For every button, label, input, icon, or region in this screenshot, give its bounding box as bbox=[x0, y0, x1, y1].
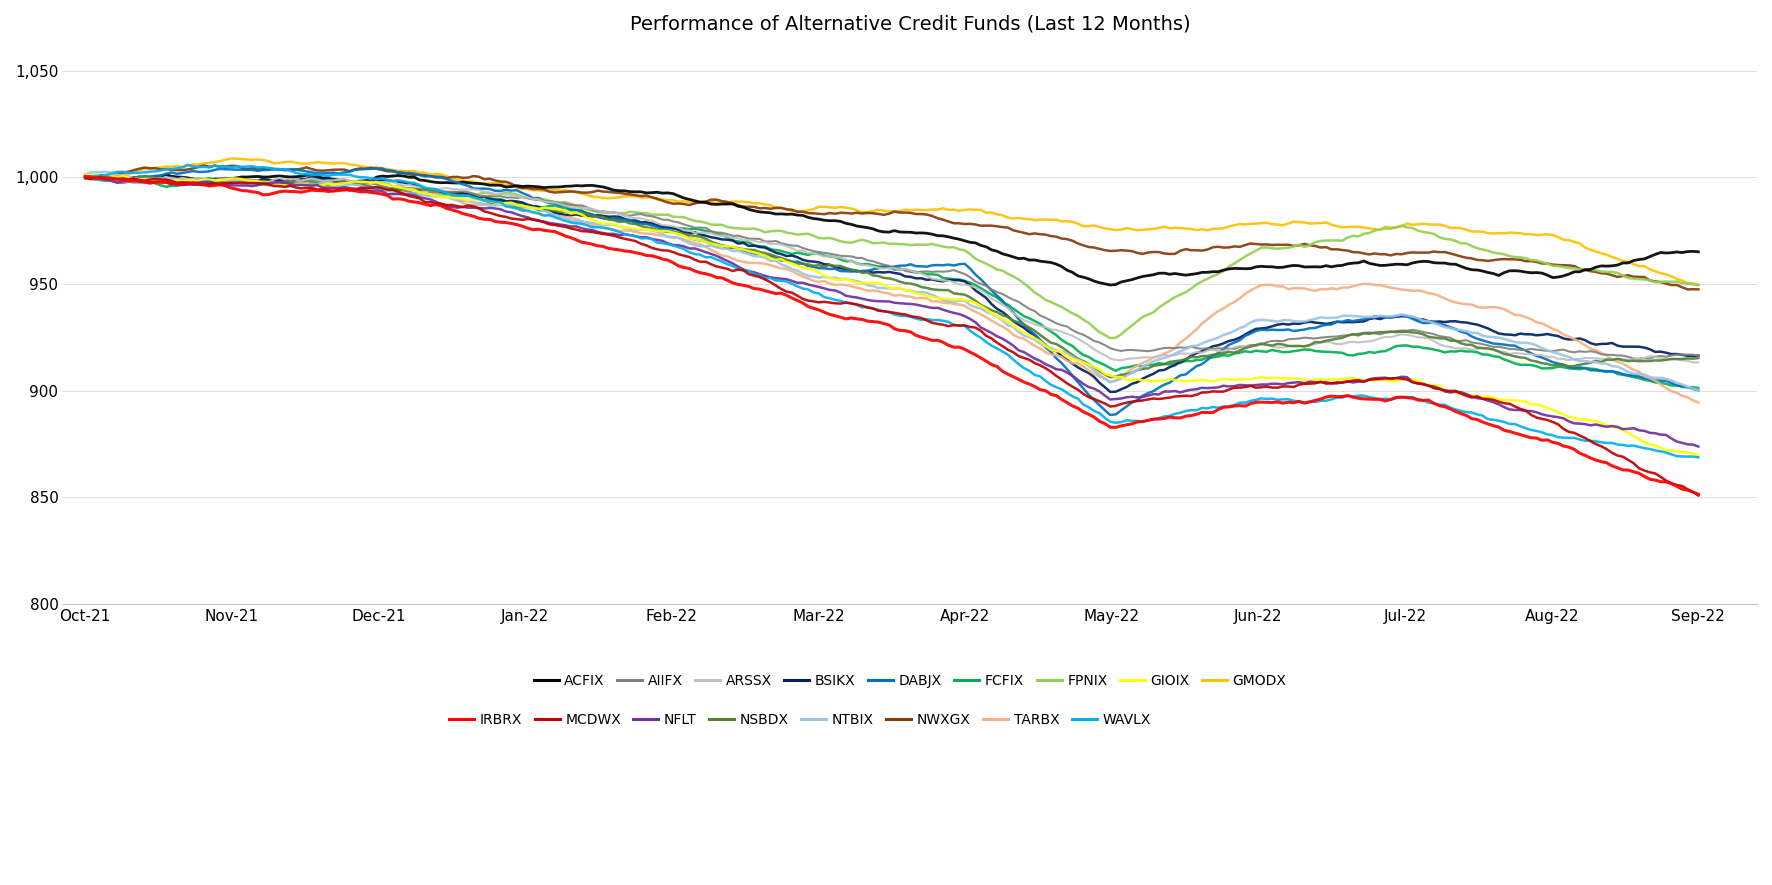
Title: Performance of Alternative Credit Funds (Last 12 Months): Performance of Alternative Credit Funds … bbox=[629, 15, 1191, 34]
Legend: IRBRX, MCDWX, NFLT, NSBDX, NTBIX, NWXGX, TARBX, WAVLX: IRBRX, MCDWX, NFLT, NSBDX, NTBIX, NWXGX,… bbox=[443, 707, 1157, 733]
